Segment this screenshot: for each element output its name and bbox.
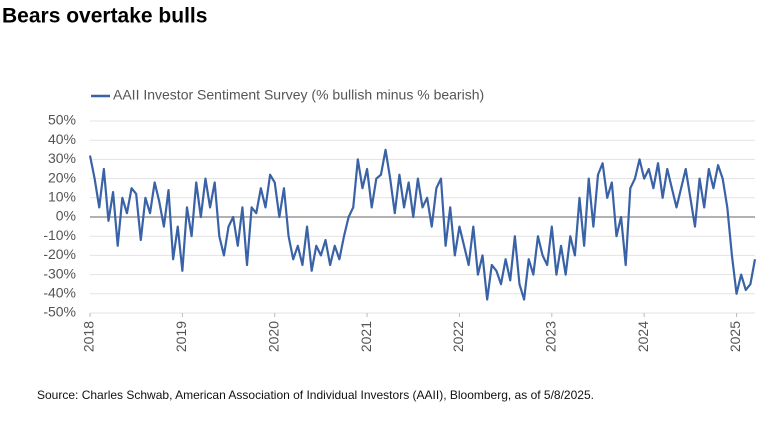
chart-title: Bears overtake bulls xyxy=(2,5,207,28)
y-tick-label: -50% xyxy=(43,304,76,320)
data-line xyxy=(88,148,757,301)
source-note: Source: Charles Schwab, American Associa… xyxy=(37,388,594,402)
y-tick-label: 30% xyxy=(48,150,76,166)
x-tick-label: 2019 xyxy=(173,321,189,352)
legend-label: AAII Investor Sentiment Survey (% bullis… xyxy=(113,87,484,103)
y-tick-label: 0% xyxy=(56,208,76,224)
y-tick-label: 50% xyxy=(48,112,76,128)
y-tick-label: -30% xyxy=(43,265,76,281)
y-tick-label: -10% xyxy=(43,227,76,243)
x-tick-label: 2018 xyxy=(81,321,97,352)
y-tick-label: 20% xyxy=(48,169,76,185)
x-tick-label: 2021 xyxy=(358,321,374,352)
y-tick-label: 40% xyxy=(48,131,76,147)
y-tick-label: 10% xyxy=(48,189,76,205)
x-tick-label: 2024 xyxy=(635,321,651,352)
y-tick-label: -20% xyxy=(43,246,76,262)
y-tick-label: -40% xyxy=(43,285,76,301)
x-tick-label: 2020 xyxy=(265,321,281,352)
x-tick-label: 2022 xyxy=(450,321,466,352)
x-tick-label: 2025 xyxy=(727,321,743,352)
x-tick-label: 2023 xyxy=(543,321,559,352)
